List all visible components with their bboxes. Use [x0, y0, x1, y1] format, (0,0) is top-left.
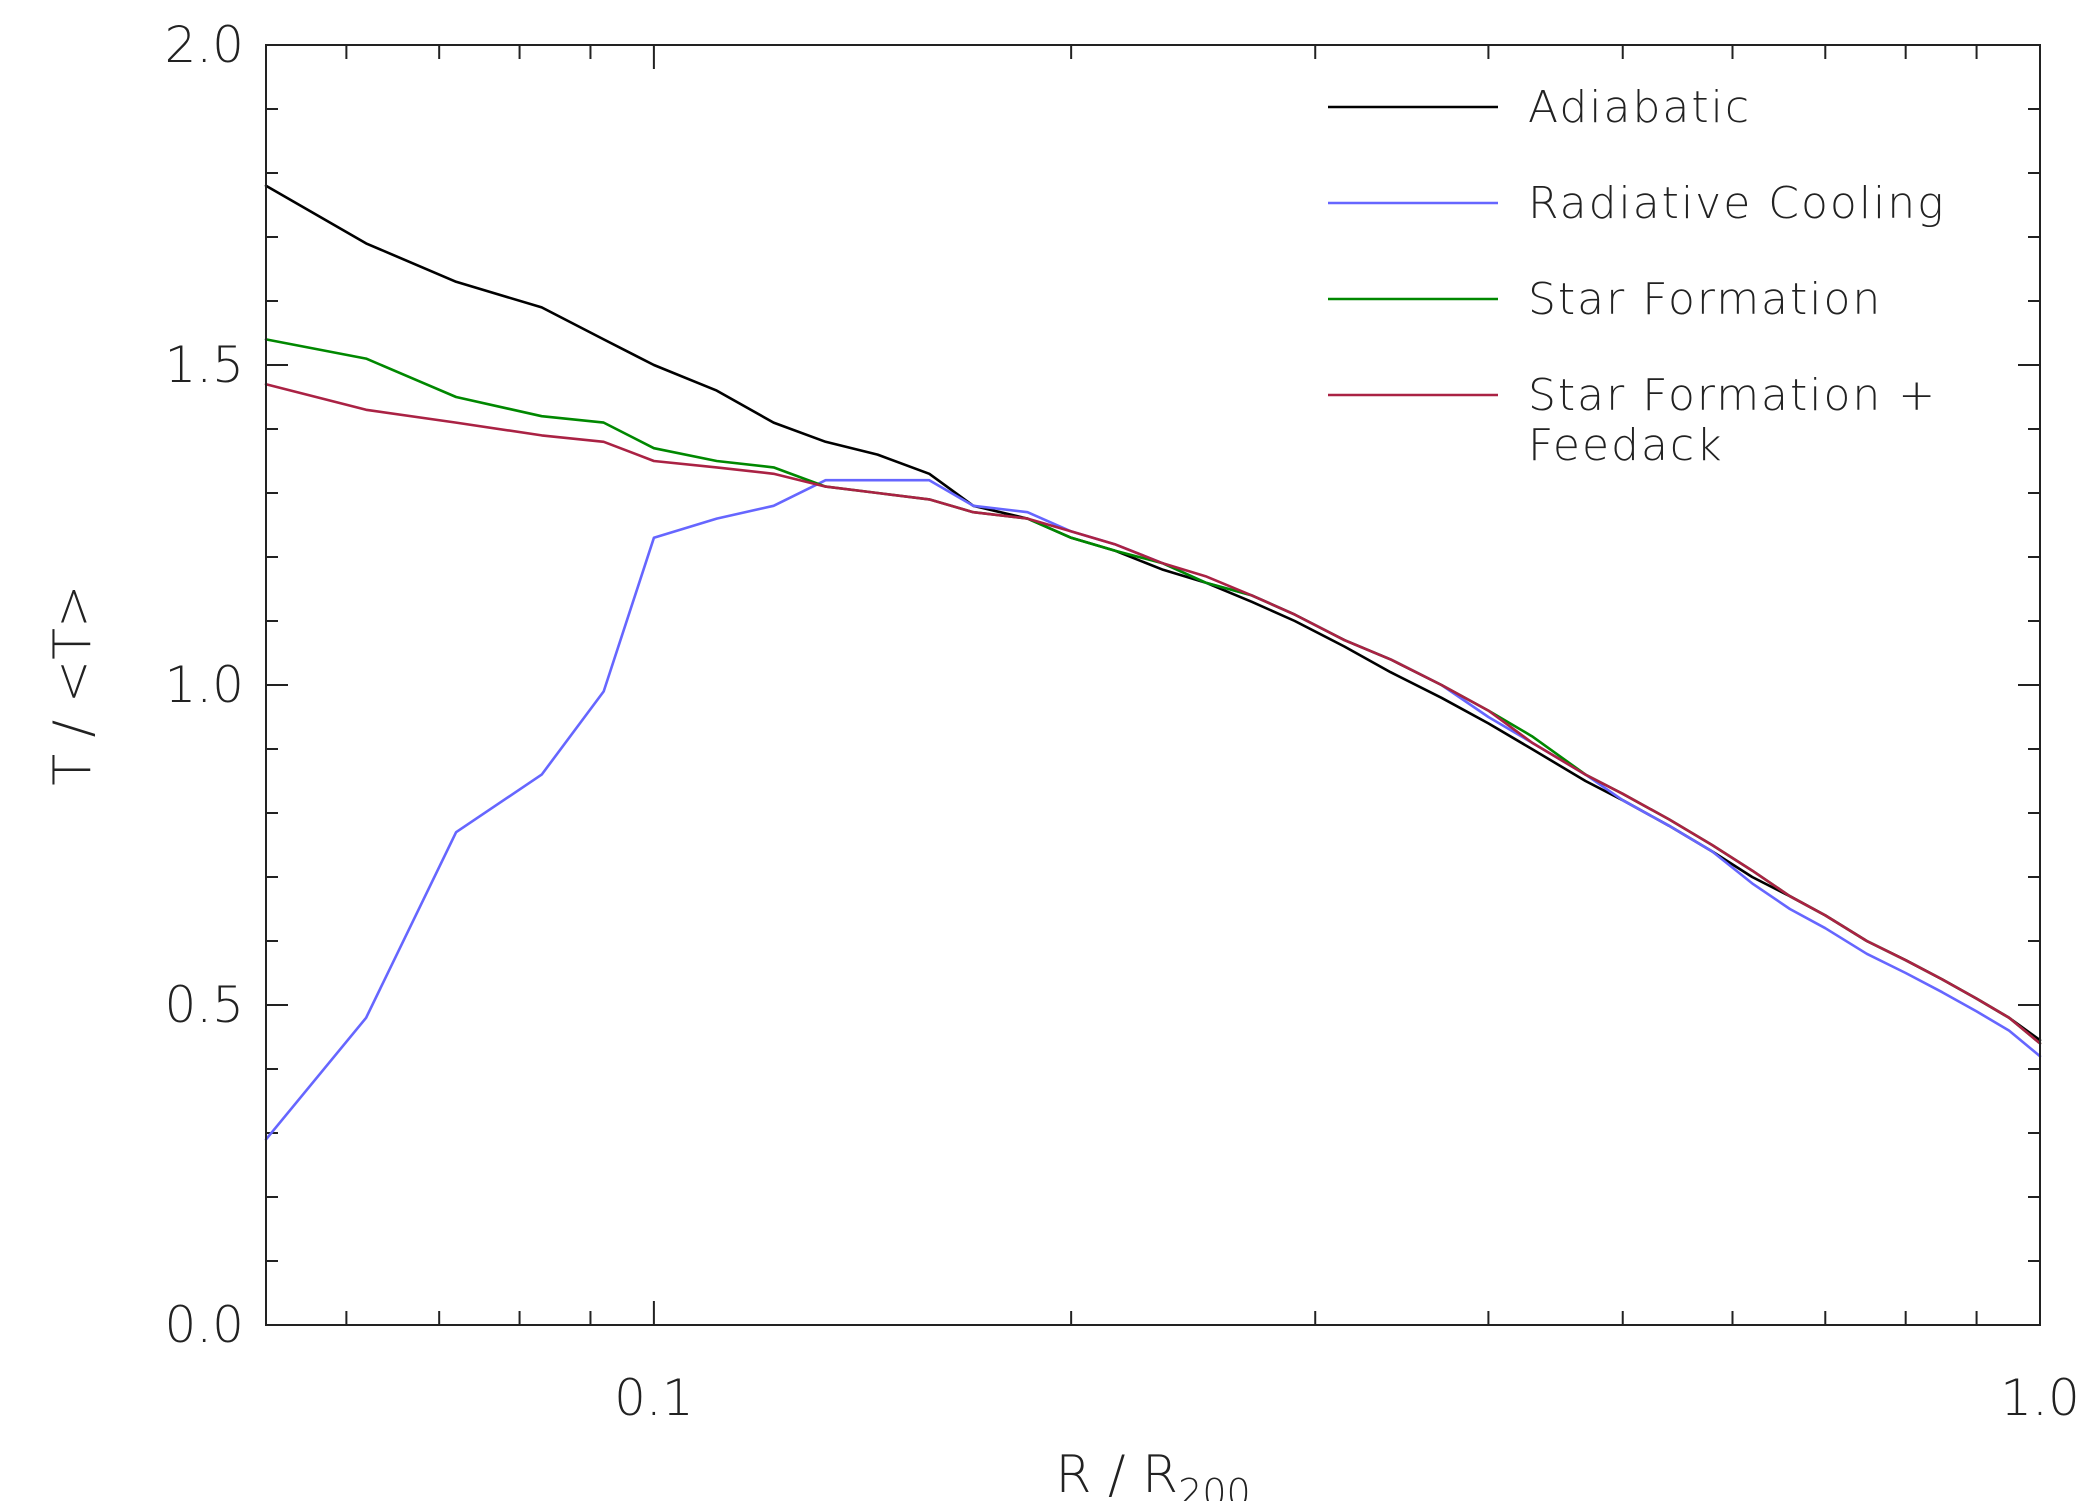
y-tick-label: 2.0: [164, 16, 244, 74]
x-tick-label: 0.1: [614, 1369, 694, 1427]
series-line-2: [264, 338, 2042, 1045]
plot-frame: [265, 44, 2041, 1326]
series-line-1: [264, 478, 2042, 1141]
y-tick-label: 1.5: [164, 336, 244, 394]
legend: Adiabatic Radiative Cooling Star Formation…: [1328, 82, 1946, 471]
series-line-3: [264, 382, 2042, 1045]
y-tick-label: 0.0: [164, 1296, 244, 1354]
axis-ticks: [266, 44, 2041, 1326]
x-axis-title-subscript: 200: [1178, 1471, 1251, 1501]
y-tick-label: 1.0: [164, 656, 244, 714]
legend-label-2: Star Formation: [1528, 274, 1882, 325]
series-lines: [264, 184, 2042, 1141]
y-tick-label: 0.5: [164, 976, 244, 1034]
x-axis-title-main: R / R: [1055, 1445, 1178, 1501]
tick-labels: 0.0 0.5 1.0 1.5 2.0 0.1 1.0: [164, 16, 2079, 1427]
legend-label-3: Feedack: [1528, 420, 1724, 471]
legend-label-0: Adiabatic: [1528, 82, 1751, 133]
y-axis-title: T / <T>: [43, 584, 103, 785]
x-axis-title: R / R200: [1055, 1445, 1250, 1501]
x-tick-label: 1.0: [2000, 1369, 2080, 1427]
legend-label-1: Radiative Cooling: [1528, 178, 1946, 229]
legend-label-3: Star Formation +: [1528, 370, 1937, 421]
